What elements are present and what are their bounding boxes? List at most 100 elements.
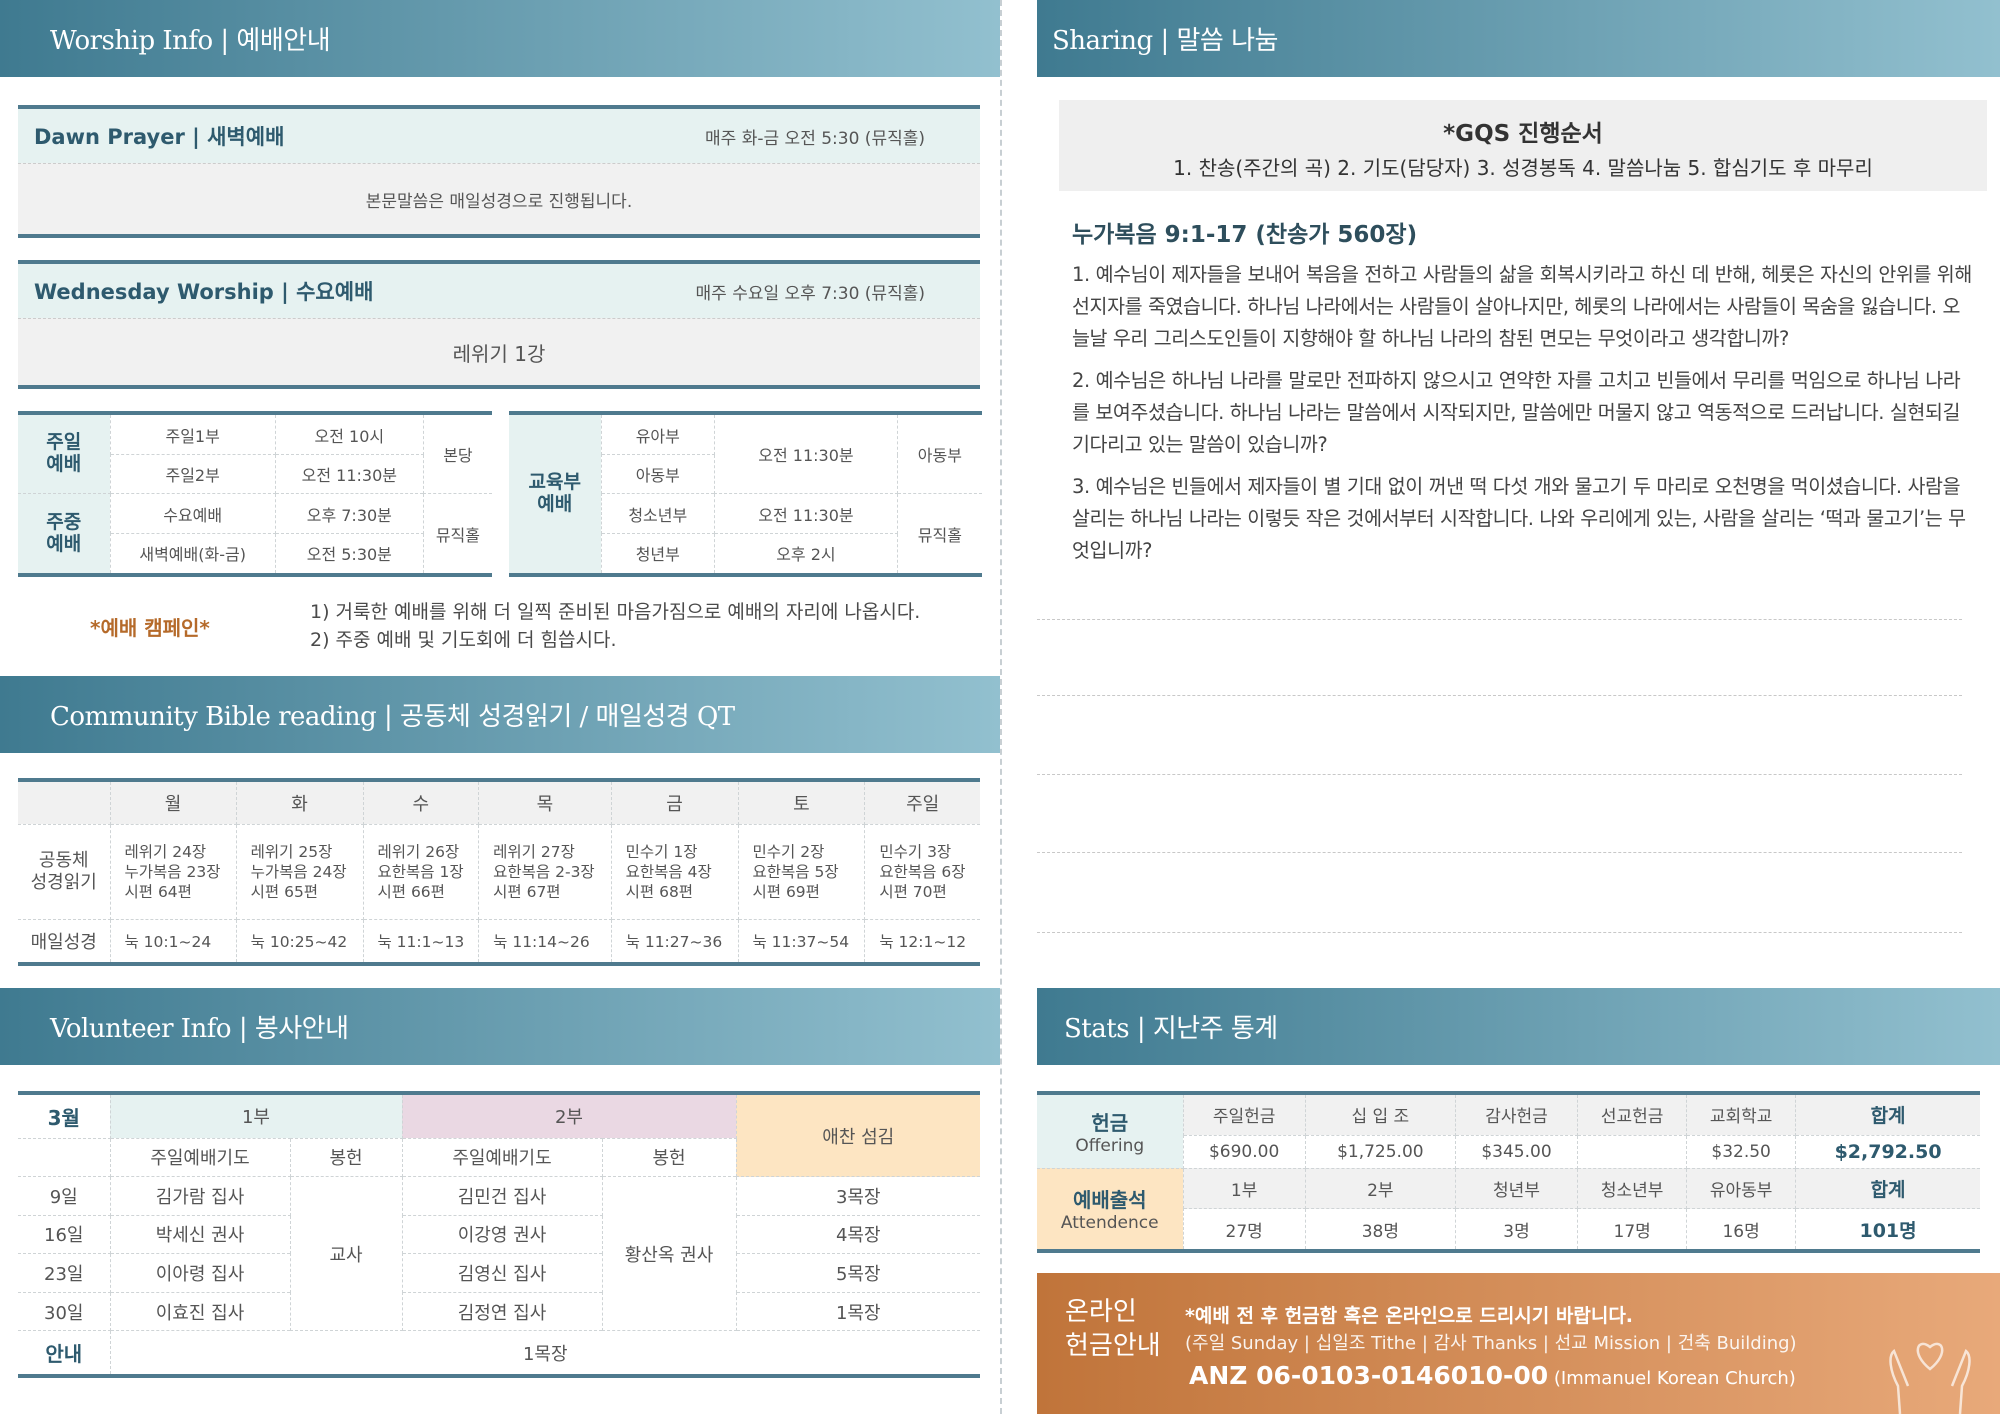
cell: 오전 11:30분 [714, 493, 898, 534]
cell: 1목장 [735, 1291, 980, 1332]
stat-cell: 선교헌금 [1577, 1092, 1688, 1136]
dawn-prayer-box: Dawn Prayer | 새벽예배 매주 화-금 오전 5:30 (뮤직홀) 본… [18, 105, 980, 238]
stat-cell: $345.00 [1454, 1134, 1579, 1169]
campaign-line: 2) 주중 예배 및 기도회에 더 힘씁시다. [310, 629, 617, 651]
service-table-right: 교육부 예배 유아부 오전 11:30분 아동부 아동부 청소년부 오전 11:30분 뮤… [509, 411, 982, 577]
qt-cell: 눅 11:14~26 [478, 919, 612, 965]
stat-cell: 합계 [1795, 1092, 1980, 1136]
stat-cell: $32.50 [1686, 1134, 1797, 1169]
cell: 김영신 집사 [401, 1253, 603, 1293]
question: 3. 예수님은 빈들에서 제자들이 별 기대 없이 꺼낸 떡 다섯 개와 물고기… [1072, 475, 1966, 562]
cell: 교사 [289, 1176, 403, 1332]
note-line [1037, 852, 1962, 853]
table-row: 9일 김가람 집사 교사 김민건 집사 황산옥 권사 3목장 [18, 1176, 980, 1332]
day-header: 목 [478, 779, 612, 825]
note-line [1037, 932, 1962, 933]
stat-cell: 청년부 [1454, 1167, 1579, 1210]
volunteer-table: 3월 1부 2부 애찬 섬김 주일예배기도 봉헌 주일예배기도 봉헌 9일 김가람 집사 교사 김… [18, 1091, 980, 1378]
date: 16일 [18, 1214, 111, 1255]
online-title-line: 온라인 [1065, 1297, 1137, 1327]
stat-cell: 감사헌금 [1454, 1092, 1579, 1136]
offering-header: 봉헌 [601, 1137, 736, 1178]
date: 30일 [18, 1291, 111, 1332]
row-label: 공동체 성경읽기 [18, 823, 111, 921]
stat-cell: 교회학교 [1686, 1092, 1797, 1136]
online-note: *예배 전 후 헌금함 혹은 온라인으로 드리시기 바랍니다. [1185, 1305, 1634, 1327]
gqs-steps: 1. 찬송(주간의 곡) 2. 기도(담당자) 3. 성경봉독 4. 말씀나눔 … [1173, 156, 1873, 180]
reading-cell: 민수기 1장 요한복음 4장 시편 68편 [610, 823, 739, 921]
cell: 수요예배 [109, 493, 276, 534]
qt-cell: 눅 10:1~24 [109, 919, 237, 965]
part2-header: 2부 [401, 1092, 737, 1139]
prayer-header: 주일예배기도 [401, 1137, 603, 1178]
cell: 아동부 [601, 454, 715, 495]
cell: 이아령 집사 [109, 1253, 291, 1293]
cell: 4목장 [735, 1214, 980, 1255]
stat-cell: 십 입 조 [1304, 1092, 1456, 1136]
attendance-label-ko: 예배출석 [1072, 1188, 1147, 1213]
qt-cell: 눅 11:27~36 [610, 919, 739, 965]
cell: 오전 11:30분 [274, 454, 424, 495]
education-label: 교육부 예배 [509, 412, 602, 576]
table-row: 16일 박세신 권사 이강영 권사 4목장 [18, 1214, 980, 1255]
cell: 황산옥 권사 [601, 1176, 737, 1332]
stat-cell: $2,792.50 [1795, 1134, 1980, 1169]
worship-header: Worship Info | 예배안내 [0, 0, 1000, 77]
bible-table: 월 화 수 목 금 토 주일 공동체 성경읽기 레위기 24장 누가복음 23장 시편 64편 레… [18, 778, 980, 966]
stat-cell: 유아동부 [1686, 1167, 1797, 1210]
hands-heart-icon [1889, 1342, 1971, 1414]
dawn-title: Dawn Prayer | 새벽예배 [34, 125, 285, 149]
sunday-label: 주일 예배 [18, 412, 111, 495]
reading-cell: 민수기 2장 요한복음 5장 시편 69편 [737, 823, 866, 921]
campaign-label: *예배 캠페인* [90, 616, 210, 640]
cell: 청년부 [601, 532, 716, 576]
campaign-text: 1) 거룩한 예배를 위해 더 일찍 준비된 마음가짐으로 예배의 자리에 나옵… [310, 598, 920, 654]
cell: 이효진 집사 [109, 1291, 291, 1332]
stat-cell: 17명 [1577, 1208, 1688, 1252]
part1-header: 1부 [109, 1092, 403, 1139]
note-line [1037, 695, 1962, 696]
cell: 뮤직홀 [896, 493, 982, 576]
stat-cell: 주일헌금 [1182, 1092, 1306, 1136]
day-header: 화 [235, 779, 364, 825]
qt-cell: 눅 10:25~42 [235, 919, 364, 965]
cell: 주일1부 [109, 412, 276, 456]
note-line [1037, 619, 1962, 620]
stat-cell: 27명 [1183, 1208, 1306, 1252]
sharing-header: Sharing | 말씀 나눔 [1037, 0, 2000, 77]
date: 23일 [18, 1253, 111, 1293]
day-header: 금 [610, 779, 739, 825]
cell: 아동부 [896, 412, 982, 495]
passage-title: 누가복음 9:1-17 (찬송가 560장) [1072, 222, 1418, 248]
dawn-time: 매주 화-금 오전 5:30 (뮤직홀) [705, 128, 925, 149]
online-offering-box: 온라인 헌금안내 *예배 전 후 헌금함 혹은 온라인으로 드리시기 바랍니다. … [1037, 1273, 2000, 1414]
cell: 3목장 [735, 1176, 980, 1216]
online-title-line: 헌금안내 [1065, 1331, 1161, 1361]
question: 2. 예수님은 하나님 나라를 말로만 전파하지 않으시고 연약한 자를 고치고… [1072, 369, 1961, 456]
account: ANZ 06-0103-0146010-00 (Immanuel Korean … [1189, 1361, 1796, 1390]
gqs-title: *GQS 진행순서 [1443, 121, 1603, 147]
guide-label: 안내 [18, 1330, 111, 1377]
cell: 5목장 [735, 1253, 980, 1293]
service-table-left: 주일 예배 주일1부 오전 10시 본당 주일2부 오전 11:30분 주중 예배 수요예… [18, 411, 492, 577]
date: 9일 [18, 1176, 111, 1216]
offering-label: 헌금 Offering [1037, 1092, 1184, 1169]
stat-cell: $690.00 [1183, 1134, 1306, 1169]
table-row: 23일 이아령 집사 김영신 집사 5목장 [18, 1253, 980, 1293]
reading-cell: 레위기 25장 누가복음 24장 시편 65편 [235, 823, 364, 921]
day-header: 주일 [864, 779, 980, 825]
table-row: 30일 이효진 집사 김정연 집사 1목장 [18, 1291, 980, 1332]
stat-cell: 청소년부 [1577, 1167, 1688, 1210]
question: 1. 예수님이 제자들을 보내어 복음을 전하고 사람들의 삶을 회복시키라고 … [1072, 263, 1972, 350]
day-header: 월 [109, 779, 237, 825]
account-name: (Immanuel Korean Church) [1553, 1368, 1796, 1389]
cell: 이강영 권사 [401, 1214, 603, 1255]
cell: 김가람 집사 [109, 1176, 291, 1216]
stat-cell: 38명 [1304, 1208, 1456, 1252]
qt-cell: 눅 12:1~12 [864, 919, 980, 965]
cell: 본당 [422, 412, 492, 495]
month: 3월 [18, 1092, 111, 1139]
wed-title: Wednesday Worship | 수요예배 [34, 280, 374, 304]
qt-cell: 눅 11:1~13 [362, 919, 480, 965]
stat-cell: $1,725.00 [1304, 1134, 1456, 1169]
